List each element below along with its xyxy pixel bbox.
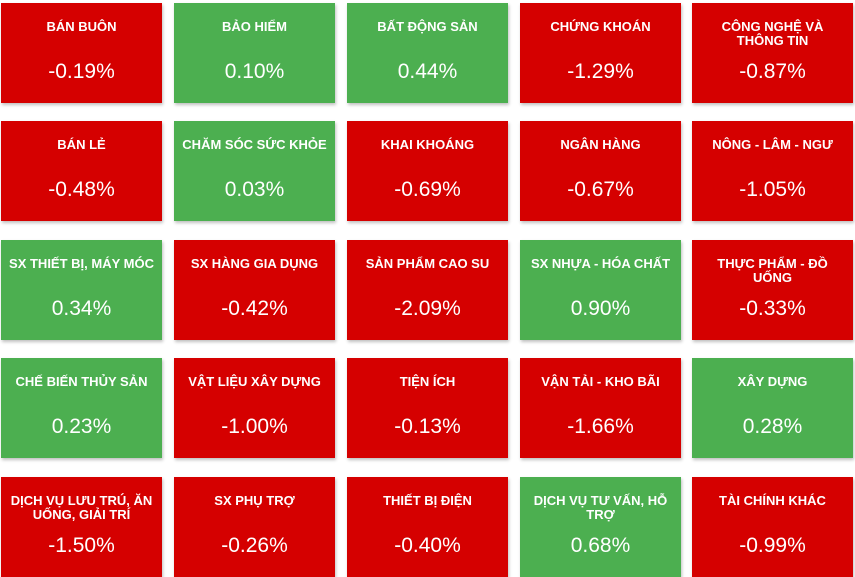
sector-tile[interactable]: KHAI KHOÁNG -0.69% (347, 121, 508, 221)
sector-change-value: -0.42% (221, 297, 288, 320)
sector-name: NÔNG - LÂM - NGƯ (712, 137, 833, 152)
sector-name: DỊCH VỤ TƯ VẤN, HỖ TRỢ (533, 493, 668, 522)
sector-change-value: -0.26% (221, 534, 288, 557)
sector-change-value: 0.28% (742, 415, 803, 438)
sector-tile[interactable]: SẢN PHẨM CAO SU -2.09% (347, 240, 508, 340)
sector-name: BÁN LẺ (57, 137, 106, 152)
sector-name: BÁN BUÔN (46, 19, 117, 34)
sector-change-value: -0.67% (567, 178, 634, 201)
sector-tile[interactable]: DỊCH VỤ LƯU TRÚ, ĂN UỐNG, GIẢI TRÍ -1.50% (1, 477, 162, 577)
sector-name: SẢN PHẨM CAO SU (365, 256, 490, 271)
sector-name: CHẾ BIẾN THỦY SẢN (15, 374, 148, 389)
sector-name: VẬN TẢI - KHO BÃI (541, 374, 660, 389)
sector-name: TIỆN ÍCH (399, 374, 456, 389)
sector-tile[interactable]: SX THIẾT BỊ, MÁY MÓC 0.34% (1, 240, 162, 340)
sector-name: BẤT ĐỘNG SẢN (377, 19, 478, 34)
sector-tile[interactable]: BÁN LẺ -0.48% (1, 121, 162, 221)
sector-tile[interactable]: SX HÀNG GIA DỤNG -0.42% (174, 240, 335, 340)
sector-tile[interactable]: TÀI CHÍNH KHÁC -0.99% (692, 477, 853, 577)
sector-tile[interactable]: VẬT LIỆU XÂY DỰNG -1.00% (174, 358, 335, 458)
sector-name: TÀI CHÍNH KHÁC (719, 493, 826, 508)
sector-name: VẬT LIỆU XÂY DỰNG (188, 374, 321, 389)
sector-change-value: 0.68% (570, 534, 631, 557)
sector-name: NGÂN HÀNG (560, 137, 641, 152)
sector-name: THỰC PHẨM - ĐỒ UỐNG (717, 256, 828, 285)
sector-tile[interactable]: TIỆN ÍCH -0.13% (347, 358, 508, 458)
sector-change-value: -0.19% (48, 60, 115, 83)
sector-tile[interactable]: NGÂN HÀNG -0.67% (520, 121, 681, 221)
sector-tile[interactable]: SX PHỤ TRỢ -0.26% (174, 477, 335, 577)
sector-change-value: -0.13% (394, 415, 461, 438)
sector-name: SX PHỤ TRỢ (214, 493, 295, 508)
sector-change-value: 0.44% (397, 60, 458, 83)
sector-name: SX THIẾT BỊ, MÁY MÓC (9, 256, 154, 271)
sector-tile[interactable]: CHẾ BIẾN THỦY SẢN 0.23% (1, 358, 162, 458)
sector-tile[interactable]: DỊCH VỤ TƯ VẤN, HỖ TRỢ 0.68% (520, 477, 681, 577)
sector-tile[interactable]: NÔNG - LÂM - NGƯ -1.05% (692, 121, 853, 221)
sector-change-value: -0.99% (739, 534, 806, 557)
sector-name: CÔNG NGHỆ VÀ THÔNG TIN (721, 19, 824, 48)
sector-change-value: -0.48% (48, 178, 115, 201)
sector-tile[interactable]: THIẾT BỊ ĐIỆN -0.40% (347, 477, 508, 577)
sector-tile[interactable]: CHỨNG KHOÁN -1.29% (520, 3, 681, 103)
sector-tile[interactable]: CÔNG NGHỆ VÀ THÔNG TIN -0.87% (692, 3, 853, 103)
sector-change-value: 0.34% (51, 297, 112, 320)
sector-change-value: -1.66% (567, 415, 634, 438)
sector-change-value: -0.87% (739, 60, 806, 83)
sector-tile[interactable]: XÂY DỰNG 0.28% (692, 358, 853, 458)
sector-name: SX HÀNG GIA DỤNG (190, 256, 319, 271)
sector-tile[interactable]: VẬN TẢI - KHO BÃI -1.66% (520, 358, 681, 458)
sector-name: KHAI KHOÁNG (380, 137, 475, 152)
sector-change-value: -0.69% (394, 178, 461, 201)
sector-name: BẢO HIỂM (222, 19, 287, 34)
sector-change-value: 0.90% (570, 297, 631, 320)
sector-name: THIẾT BỊ ĐIỆN (383, 493, 472, 508)
sector-change-value: 0.10% (224, 60, 285, 83)
sector-tile[interactable]: BẢO HIỂM 0.10% (174, 3, 335, 103)
sector-change-value: 0.23% (51, 415, 112, 438)
sector-tile[interactable]: BẤT ĐỘNG SẢN 0.44% (347, 3, 508, 103)
sector-name: CHỨNG KHOÁN (550, 19, 651, 34)
sector-change-value: -0.33% (739, 297, 806, 320)
sector-name: DỊCH VỤ LƯU TRÚ, ĂN UỐNG, GIẢI TRÍ (10, 493, 153, 522)
sector-name: XÂY DỰNG (737, 374, 808, 389)
sector-change-value: 0.03% (224, 178, 285, 201)
sector-change-value: -1.00% (221, 415, 288, 438)
sector-change-value: -1.05% (739, 178, 806, 201)
sector-tile[interactable]: BÁN BUÔN -0.19% (1, 3, 162, 103)
sector-name: SX NHỰA - HÓA CHẤT (530, 256, 671, 271)
sector-tile[interactable]: THỰC PHẨM - ĐỒ UỐNG -0.33% (692, 240, 853, 340)
sector-tile[interactable]: CHĂM SÓC SỨC KHỎE 0.03% (174, 121, 335, 221)
sector-change-value: -1.50% (48, 534, 115, 557)
sector-tile[interactable]: SX NHỰA - HÓA CHẤT 0.90% (520, 240, 681, 340)
sector-change-value: -1.29% (567, 60, 634, 83)
sector-name: CHĂM SÓC SỨC KHỎE (182, 137, 327, 152)
sector-change-value: -0.40% (394, 534, 461, 557)
sector-change-value: -2.09% (394, 297, 461, 320)
